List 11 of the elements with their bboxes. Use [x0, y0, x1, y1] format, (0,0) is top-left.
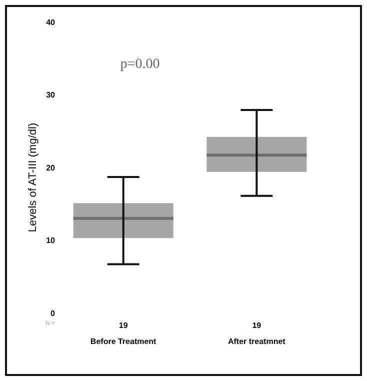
y-tick-label: 20: [46, 163, 56, 172]
text: 19: [252, 320, 262, 330]
text: 19: [118, 320, 128, 330]
y-tick-label: 0: [50, 308, 56, 318]
x-tick-label: After treatmnet: [228, 337, 286, 346]
x-tick-label: Before Treatment: [90, 337, 157, 346]
y-axis-title: Levels of AT-III (mg/dl): [27, 122, 39, 232]
y-tick-label: 40: [46, 18, 56, 27]
y-tick-label: 10: [46, 236, 56, 246]
annotation: p=0.00: [120, 57, 160, 72]
y-tick-label: 30: [46, 90, 56, 100]
